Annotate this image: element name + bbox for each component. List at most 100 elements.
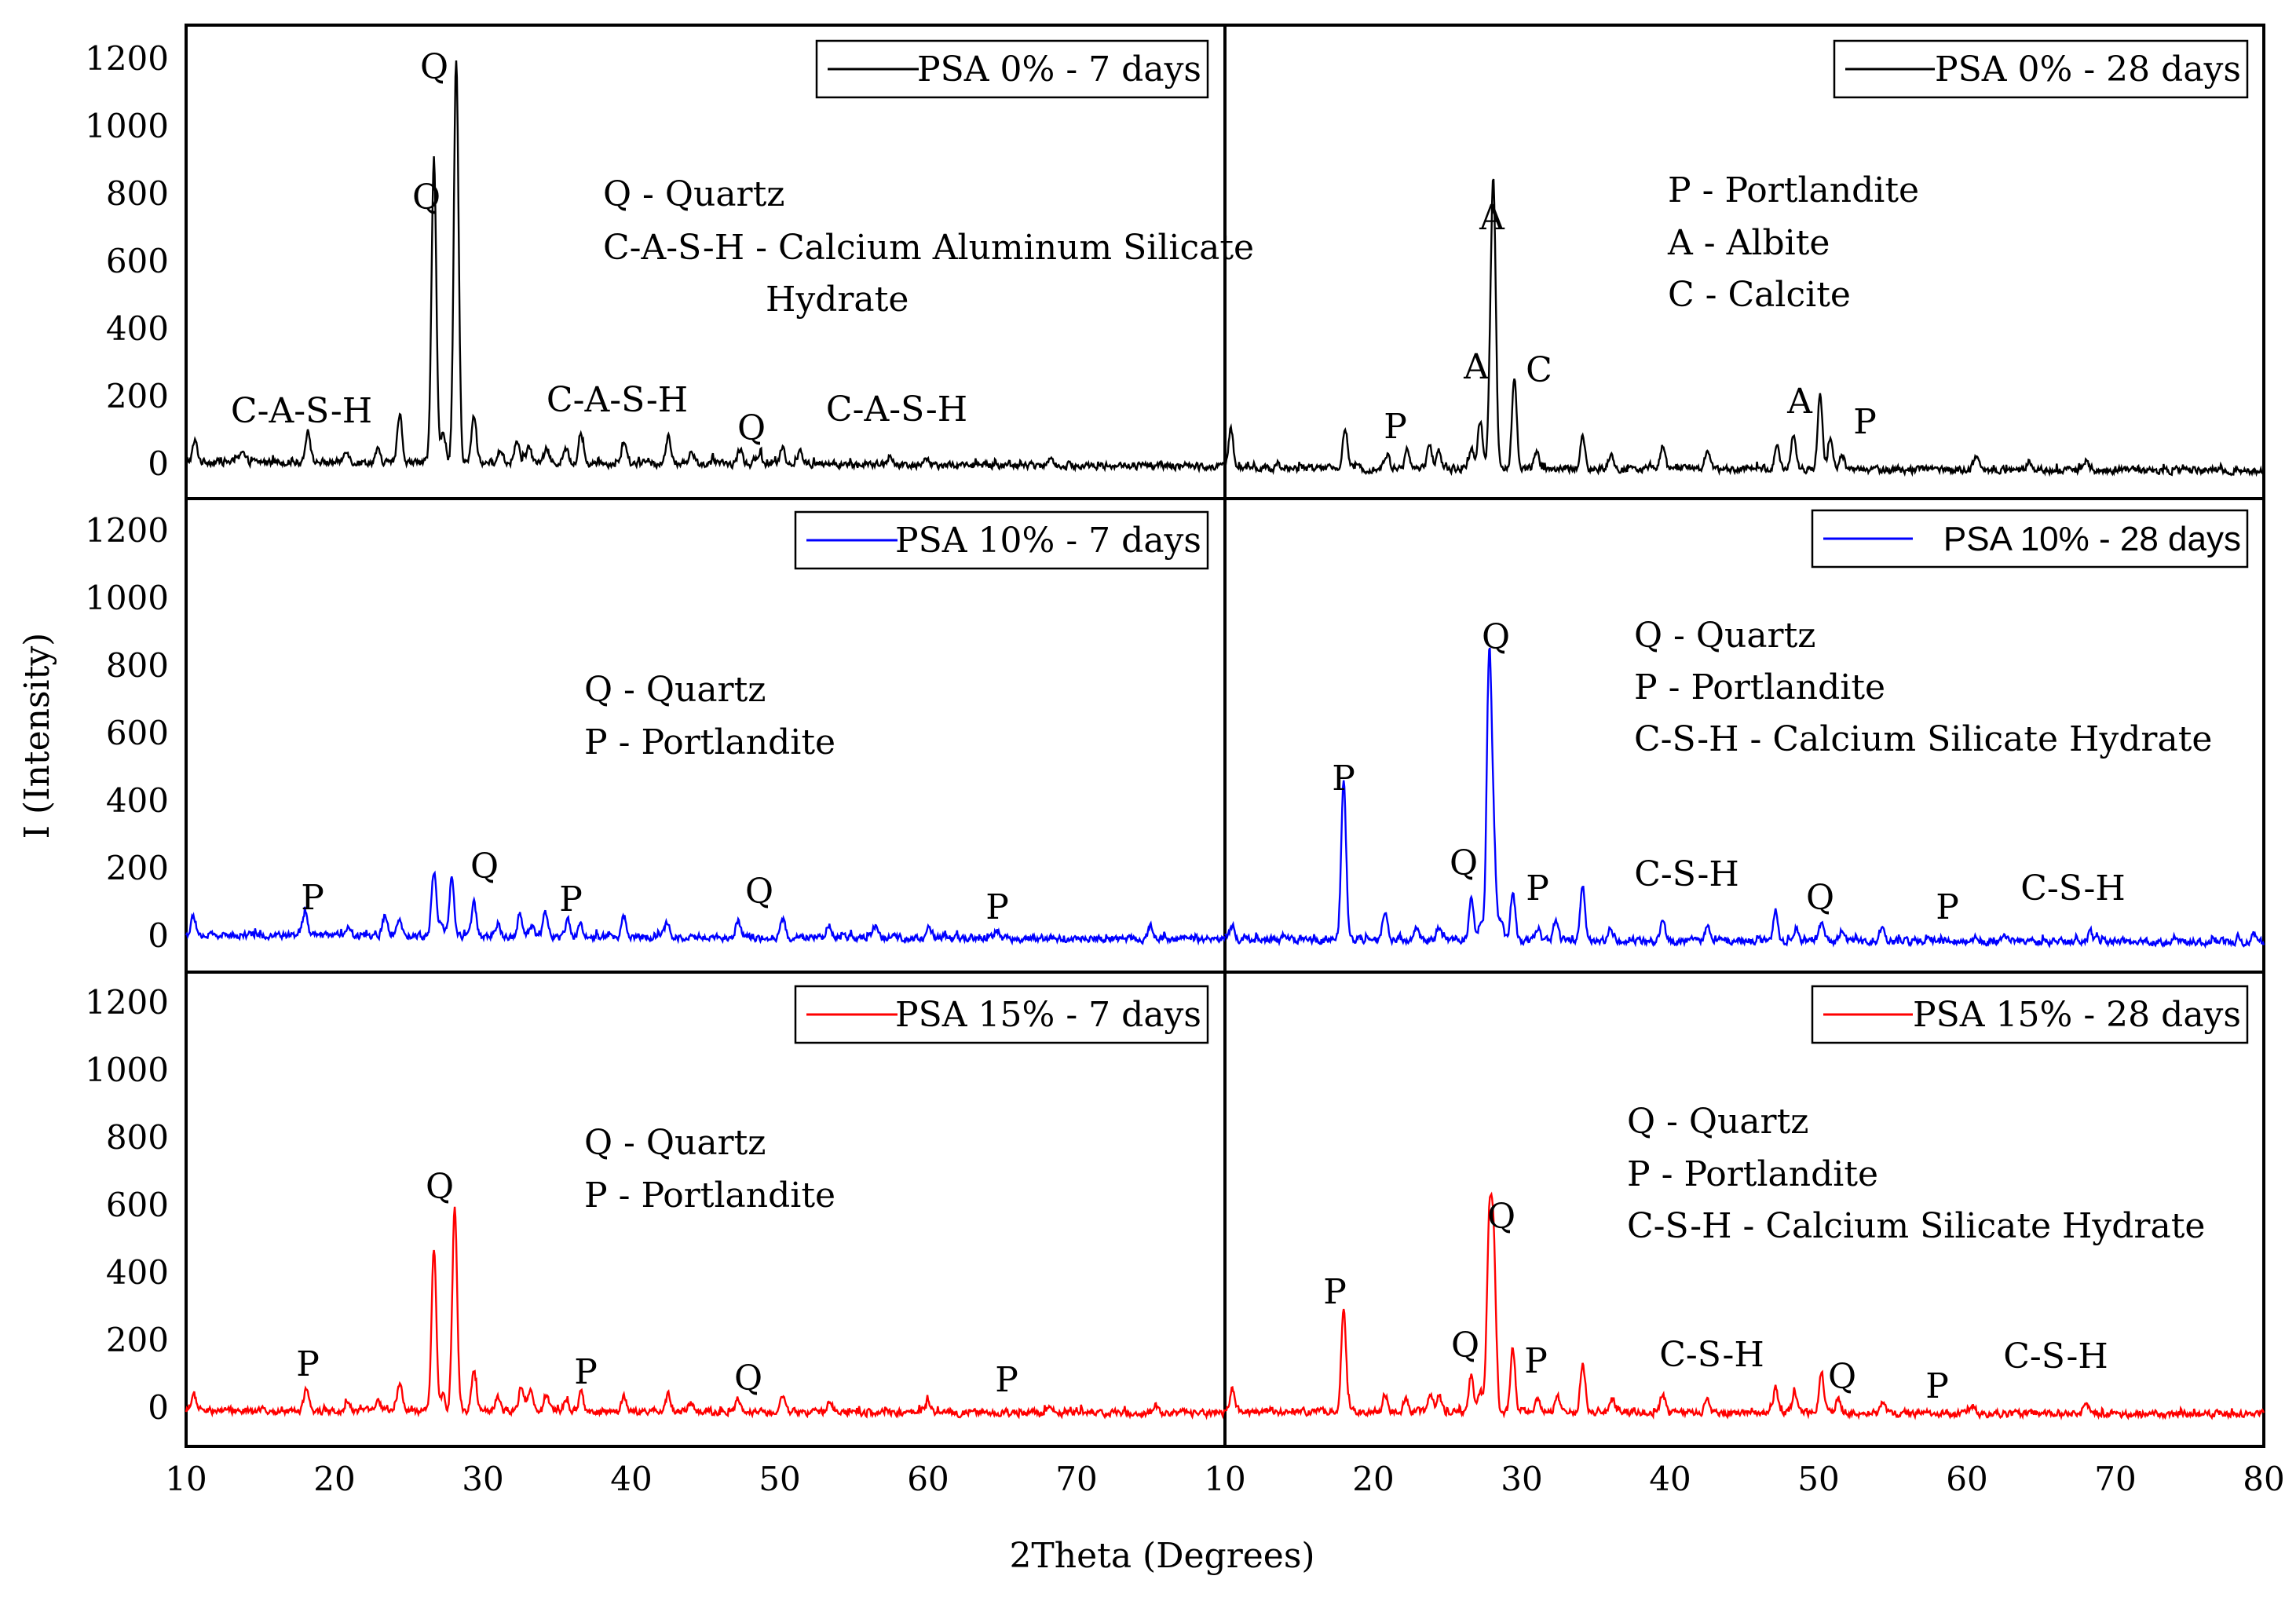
- peak-label: P: [559, 879, 583, 919]
- annotation-line: A - Albite: [1667, 223, 1830, 263]
- peak-label: C-S-H: [1659, 1335, 1764, 1375]
- peak-label: P: [995, 1360, 1018, 1400]
- series-line-psa15-7days: [185, 1206, 1226, 1420]
- annotation-line: P - Portlandite: [1668, 170, 1919, 210]
- annotation-line: C-S-H - Calcium Silicate Hydrate: [1634, 719, 2212, 759]
- x-tick-label: 50: [1797, 1460, 1839, 1498]
- y-tick-label: 0: [148, 1388, 169, 1427]
- x-tick-label: 70: [1055, 1460, 1097, 1498]
- peak-label: C-A-S-H: [231, 391, 372, 431]
- x-tick-label: 60: [1946, 1460, 1987, 1498]
- peak-label: P: [1384, 407, 1407, 447]
- y-tick-label: 200: [106, 849, 169, 887]
- peak-label: A: [1479, 198, 1505, 238]
- peak-label: P: [301, 878, 324, 918]
- y-ticks-row1: 0 200 400 600 800 1000 1200: [85, 39, 169, 483]
- peak-label: P: [1323, 1272, 1347, 1312]
- series-line-psa10-28days: [1224, 647, 2265, 949]
- annotation-line: Q - Quartz: [584, 670, 766, 710]
- y-tick-label: 600: [106, 242, 169, 280]
- y-tick-label: 600: [106, 714, 169, 752]
- panel-psa15-7days: PSA 15% - 7 days Q - Quartz P - Portland…: [185, 985, 1226, 1420]
- x-ticks-left: 10 20 30 40 50 60 70 10: [165, 1460, 1245, 1498]
- x-tick-label: 10: [1204, 1460, 1245, 1498]
- series-line-psa10-7days: [185, 870, 1227, 946]
- peak-label: P: [1332, 759, 1355, 799]
- y-tick-label: 200: [106, 1321, 169, 1359]
- series-line-psa0-7days: [185, 60, 1227, 473]
- y-tick-label: 1000: [85, 107, 169, 145]
- peak-label: C: [1526, 350, 1552, 390]
- annotation-line: Q - Quartz: [1634, 616, 1815, 656]
- peak-label: P: [1925, 1366, 1949, 1406]
- annotation-line: C-S-H - Calcium Silicate Hydrate: [1627, 1206, 2205, 1246]
- legend-label: PSA 10% - 28 days: [1943, 520, 2241, 558]
- series-line-psa15-28days: [1224, 1191, 2265, 1420]
- legend-label: PSA 15% - 7 days: [895, 995, 1201, 1035]
- y-tick-label: 1200: [85, 39, 169, 78]
- panel-psa10-7days: PSA 10% - 7 days Q - Quartz P - Portland…: [185, 510, 1227, 946]
- x-tick-label: 40: [1649, 1460, 1691, 1498]
- peak-label: C-A-S-H: [826, 389, 967, 430]
- y-tick-label: 1200: [85, 983, 169, 1022]
- annotation-line: P - Portlandite: [1634, 667, 1885, 707]
- y-tick-label: 600: [106, 1186, 169, 1224]
- peak-label: Q: [1487, 1197, 1515, 1237]
- peak-label: Q: [470, 846, 499, 887]
- y-tick-label: 400: [106, 1253, 169, 1292]
- legend-label: PSA 15% - 28 days: [1913, 995, 2241, 1035]
- y-tick-label: 800: [106, 174, 169, 213]
- y-tick-label: 400: [106, 309, 169, 348]
- peak-label: Q: [745, 872, 773, 912]
- y-ticks-row3: 0 200 400 600 800 1000 1200: [85, 983, 169, 1427]
- y-tick-label: 1000: [85, 1051, 169, 1089]
- y-tick-label: 1000: [85, 579, 169, 617]
- peak-label: Q: [426, 1167, 454, 1207]
- x-tick-label: 60: [907, 1460, 949, 1498]
- annotation-line: P - Portlandite: [1627, 1154, 1878, 1194]
- y-axis-title: I (Intensity): [17, 633, 57, 839]
- y-ticks-row2: 0 200 400 600 800 1000 1200: [85, 511, 169, 955]
- x-tick-label: 50: [759, 1460, 800, 1498]
- peak-label: C-S-H: [2003, 1336, 2108, 1376]
- panel-psa10-28days: PSA 10% - 28 days Q - Quartz P - Portlan…: [1224, 509, 2265, 949]
- y-tick-label: 0: [148, 444, 169, 483]
- x-ticks-right: 20 30 40 50 60 70 80: [1352, 1460, 2284, 1498]
- y-tick-label: 0: [148, 916, 169, 955]
- peak-label: Q: [1482, 617, 1510, 657]
- peak-label: P: [985, 887, 1009, 927]
- annotation-line: C-A-S-H - Calcium Aluminum Silicate: [603, 228, 1254, 268]
- x-tick-label: 30: [1501, 1460, 1542, 1498]
- peak-label: Q: [412, 177, 441, 218]
- x-tick-label: 80: [2243, 1460, 2284, 1498]
- legend-label: PSA 0% - 28 days: [1935, 49, 2241, 90]
- annotation-line: P - Portlandite: [584, 1175, 835, 1216]
- y-tick-label: 800: [106, 1118, 169, 1157]
- peak-label: A: [1786, 382, 1813, 422]
- annotation-line: C - Calcite: [1668, 275, 1851, 315]
- panel-psa0-7days: PSA 0% - 7 days Q - Quartz C-A-S-H - Cal…: [185, 39, 1254, 473]
- y-tick-label: 400: [106, 781, 169, 820]
- peak-label: Q: [1450, 843, 1478, 883]
- peak-label: A: [1463, 347, 1490, 387]
- peak-label: P: [1524, 1341, 1548, 1381]
- x-tick-label: 10: [165, 1460, 207, 1498]
- annotation-line: P - Portlandite: [584, 722, 835, 762]
- peak-label: Q: [1806, 878, 1834, 918]
- peak-label: Q: [420, 47, 448, 87]
- annotation-line: Q - Quartz: [1627, 1102, 1808, 1142]
- peak-label: P: [1526, 868, 1549, 909]
- peak-label: P: [574, 1352, 598, 1392]
- y-tick-label: 200: [106, 377, 169, 415]
- x-tick-label: 30: [462, 1460, 503, 1498]
- x-tick-label: 20: [313, 1460, 355, 1498]
- x-tick-label: 20: [1352, 1460, 1394, 1498]
- annotation-line: Q - Quartz: [584, 1123, 766, 1163]
- peak-label: Q: [737, 408, 766, 448]
- peak-label: Q: [1451, 1325, 1479, 1366]
- peak-label: C-A-S-H: [547, 380, 688, 420]
- annotation-line: Q - Quartz: [603, 174, 784, 214]
- panel-psa15-28days: PSA 15% - 28 days Q - Quartz P - Portlan…: [1224, 985, 2265, 1420]
- y-tick-label: 800: [106, 646, 169, 685]
- peak-label: C-S-H: [2020, 868, 2126, 909]
